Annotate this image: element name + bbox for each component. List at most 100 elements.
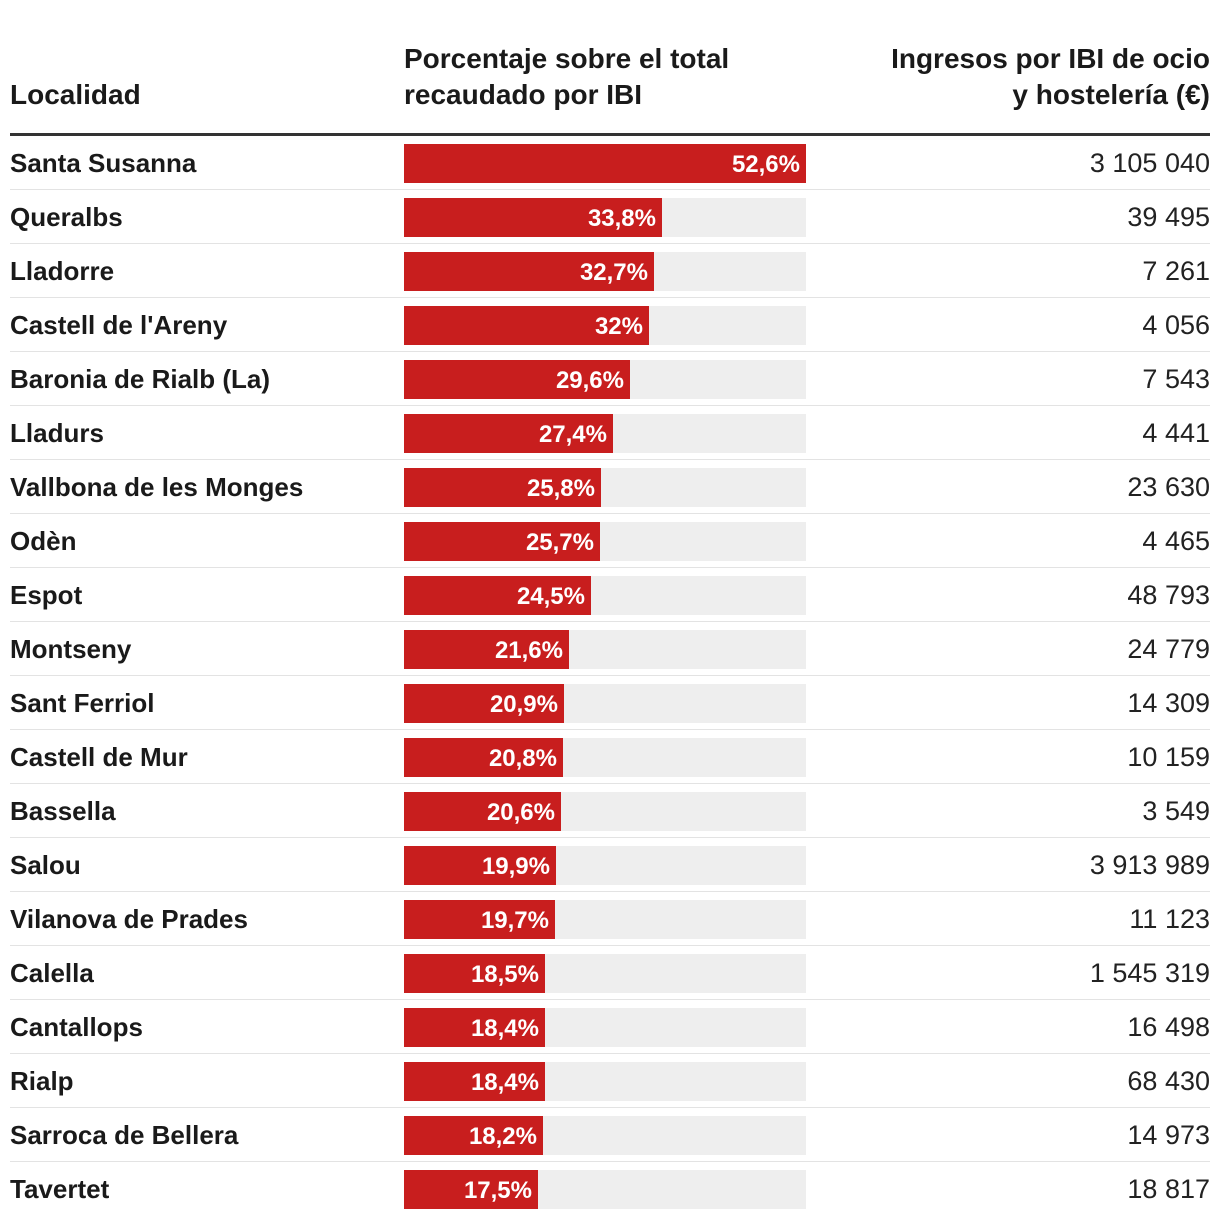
header-localidad: Localidad — [10, 77, 141, 113]
table-body: Santa Susanna 52,6% 3 105 040 Queralbs 33,8%… — [10, 136, 1210, 1216]
bar-track: 20,9% — [404, 684, 806, 723]
bar-track: 24,5% — [404, 576, 806, 615]
localidad-cell: Cantallops — [10, 1012, 143, 1042]
bar-value-label: 20,8% — [488, 745, 557, 772]
bar: 20,6% — [404, 792, 561, 831]
table-header: Localidad Porcentaje sobre el total reca… — [10, 0, 1210, 136]
localidad-cell: Bassella — [10, 796, 116, 826]
bar-track: 27,4% — [404, 414, 806, 453]
bar: 19,9% — [404, 846, 556, 885]
bar: 18,2% — [404, 1116, 543, 1155]
localidad-cell: Tavertet — [10, 1174, 110, 1204]
bar-track: 18,2% — [404, 1116, 806, 1155]
table-row: Castell de l'Areny 32% 4 056 — [10, 298, 1210, 352]
bar-value-label: 25,7% — [525, 529, 594, 556]
table-row: Tavertet 17,5% 18 817 — [10, 1162, 1210, 1216]
table-row: Sarroca de Bellera 18,2% 14 973 — [10, 1108, 1210, 1162]
table-row: Vilanova de Prades 19,7% 11 123 — [10, 892, 1210, 946]
bar: 33,8% — [404, 198, 662, 237]
table-row: Bassella 20,6% 3 549 — [10, 784, 1210, 838]
table-row: Lladorre 32,7% 7 261 — [10, 244, 1210, 298]
bar-value-label: 18,5% — [470, 961, 539, 988]
bar-track: 25,8% — [404, 468, 806, 507]
table-row: Espot 24,5% 48 793 — [10, 568, 1210, 622]
ingresos-cell: 7 543 — [1142, 364, 1210, 394]
localidad-cell: Vilanova de Prades — [10, 904, 248, 934]
ingresos-cell: 3 105 040 — [1089, 148, 1210, 178]
localidad-cell: Baronia de Rialb (La) — [10, 364, 271, 394]
table-row: Vallbona de les Monges 25,8% 23 630 — [10, 460, 1210, 514]
table-row: Cantallops 18,4% 16 498 — [10, 1000, 1210, 1054]
table-row: Calella 18,5% 1 545 319 — [10, 946, 1210, 1000]
ingresos-cell: 10 159 — [1127, 742, 1210, 772]
bar: 18,5% — [404, 954, 545, 993]
bar: 20,9% — [404, 684, 564, 723]
ingresos-cell: 24 779 — [1127, 634, 1210, 664]
bar: 27,4% — [404, 414, 613, 453]
bar-value-label: 29,6% — [555, 367, 624, 394]
bar-track: 32% — [404, 306, 806, 345]
header-porcentaje-line1: Porcentaje sobre el total — [404, 43, 730, 74]
bar-track: 52,6% — [404, 144, 806, 183]
table-row: Sant Ferriol 20,9% 14 309 — [10, 676, 1210, 730]
bar-track: 33,8% — [404, 198, 806, 237]
localidad-cell: Sarroca de Bellera — [10, 1120, 239, 1150]
header-porcentaje: Porcentaje sobre el total recaudado por … — [404, 41, 804, 113]
bar: 25,8% — [404, 468, 601, 507]
bar: 24,5% — [404, 576, 591, 615]
bar-value-label: 18,4% — [470, 1069, 539, 1096]
ingresos-cell: 1 545 319 — [1089, 958, 1210, 988]
table-row: Rialp 18,4% 68 430 — [10, 1054, 1210, 1108]
bar-track: 21,6% — [404, 630, 806, 669]
bar-track: 32,7% — [404, 252, 806, 291]
ingresos-cell: 39 495 — [1127, 202, 1210, 232]
bar-value-label: 19,7% — [480, 907, 549, 934]
bar-track: 18,5% — [404, 954, 806, 993]
localidad-cell: Salou — [10, 850, 81, 880]
table-row: Santa Susanna 52,6% 3 105 040 — [10, 136, 1210, 190]
ingresos-cell: 18 817 — [1127, 1174, 1210, 1204]
header-localidad-label: Localidad — [10, 79, 141, 110]
bar: 18,4% — [404, 1008, 545, 1047]
localidad-cell: Rialp — [10, 1066, 74, 1096]
bar: 32% — [404, 306, 649, 345]
ingresos-cell: 4 441 — [1142, 418, 1210, 448]
localidad-cell: Lladurs — [10, 418, 104, 448]
data-table: Localidad Porcentaje sobre el total reca… — [10, 0, 1210, 1216]
bar-value-label: 19,9% — [481, 853, 550, 880]
ingresos-cell: 14 309 — [1127, 688, 1210, 718]
table-row: Castell de Mur 20,8% 10 159 — [10, 730, 1210, 784]
bar-track: 19,9% — [404, 846, 806, 885]
ingresos-cell: 3 913 989 — [1089, 850, 1210, 880]
bar: 29,6% — [404, 360, 630, 399]
bar-value-label: 32% — [594, 313, 643, 340]
bar-track: 29,6% — [404, 360, 806, 399]
bar: 52,6% — [404, 144, 806, 183]
bar-value-label: 24,5% — [516, 583, 585, 610]
localidad-cell: Odèn — [10, 526, 77, 556]
bar-value-label: 27,4% — [538, 421, 607, 448]
localidad-cell: Vallbona de les Monges — [10, 472, 304, 502]
ingresos-cell: 3 549 — [1142, 796, 1210, 826]
table-row: Montseny 21,6% 24 779 — [10, 622, 1210, 676]
ingresos-cell: 4 465 — [1142, 526, 1210, 556]
ingresos-cell: 4 056 — [1142, 310, 1210, 340]
table-row: Lladurs 27,4% 4 441 — [10, 406, 1210, 460]
bar-track: 25,7% — [404, 522, 806, 561]
bar: 25,7% — [404, 522, 600, 561]
table-row: Baronia de Rialb (La) 29,6% 7 543 — [10, 352, 1210, 406]
header-ingresos-line1: Ingresos por IBI de ocio — [891, 43, 1210, 74]
bar-track: 19,7% — [404, 900, 806, 939]
localidad-cell: Sant Ferriol — [10, 688, 155, 718]
header-ingresos: Ingresos por IBI de ocio y hostelería (€… — [850, 41, 1210, 113]
localidad-cell: Calella — [10, 958, 94, 988]
bar: 17,5% — [404, 1170, 538, 1209]
localidad-cell: Queralbs — [10, 202, 123, 232]
localidad-cell: Santa Susanna — [10, 148, 197, 178]
table-row: Odèn 25,7% 4 465 — [10, 514, 1210, 568]
bar: 21,6% — [404, 630, 569, 669]
bar: 18,4% — [404, 1062, 545, 1101]
ingresos-cell: 14 973 — [1127, 1120, 1210, 1150]
localidad-cell: Castell de l'Areny — [10, 310, 228, 340]
bar: 20,8% — [404, 738, 563, 777]
